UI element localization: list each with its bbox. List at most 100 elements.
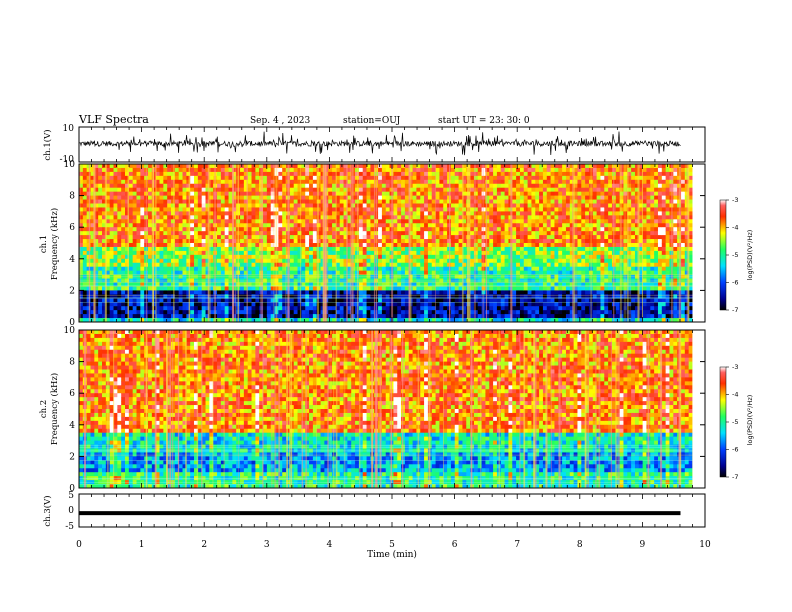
spectrogram-cell [385, 227, 390, 232]
spectrogram-cell [140, 318, 145, 323]
spectrogram-cell [240, 211, 245, 216]
spectrogram-cell [259, 286, 264, 291]
spectrogram-cell [117, 219, 122, 224]
spectrogram-cell [500, 235, 505, 240]
spectrogram-cell [94, 215, 99, 220]
spectrogram-cell [420, 203, 425, 208]
spectrogram-cell [539, 175, 544, 181]
spectrogram-cell [109, 167, 114, 173]
spectrogram-cell [378, 187, 383, 193]
spectrogram-cell [297, 211, 302, 216]
spectrogram-cell [450, 286, 456, 291]
spectrogram-cell [397, 183, 402, 189]
spectrogram-cell [224, 314, 229, 319]
spectrogram-cell [209, 243, 214, 248]
spectrogram-cell [209, 282, 214, 287]
spectrogram-cell [190, 314, 195, 319]
spectrogram-cell [416, 306, 421, 311]
spectrogram-cell [194, 286, 199, 291]
spectrogram-cell [278, 235, 283, 240]
spectrogram-cell [90, 282, 95, 287]
spectrogram-cell [470, 246, 475, 252]
spectrogram-cell [232, 215, 237, 220]
spectrogram-cell [408, 227, 413, 232]
spectrogram-cell [201, 175, 206, 181]
spectrogram-cell [255, 286, 260, 291]
spectrogram-cell [397, 203, 402, 208]
spectrogram-cell [424, 171, 429, 177]
spectrogram-cell [539, 211, 544, 216]
spectrogram-cell [427, 207, 433, 212]
spectrogram-cell [282, 227, 287, 232]
spectrogram-cell [240, 187, 245, 193]
spectrogram-cell [79, 179, 84, 185]
spectrogram-cell [431, 243, 436, 248]
spectrogram-cell [500, 262, 505, 268]
spectrogram-cell [171, 262, 176, 268]
spectrogram-cell [412, 187, 417, 193]
spectrogram-cell [82, 318, 88, 323]
spectrogram-cell [201, 246, 206, 252]
spectrogram-cell [355, 164, 360, 169]
spectrogram-cell [381, 199, 387, 204]
spectrogram-cell [224, 294, 229, 299]
spectrogram-cell [420, 239, 425, 244]
spectrogram-cell [347, 183, 352, 189]
spectrogram-cell [98, 306, 103, 311]
spectrogram-cell [194, 231, 199, 236]
spectrogram-cell [297, 219, 302, 224]
spectrogram-cell [424, 211, 429, 216]
spectrogram-cell [125, 215, 130, 220]
spectrogram-cell [220, 246, 226, 252]
spectrogram-cell [102, 199, 107, 204]
spectrogram-cell [443, 211, 448, 216]
spectrogram-cell [366, 179, 371, 185]
spectrogram-cell [535, 164, 540, 169]
spectrogram-cell [431, 270, 436, 275]
spectrogram-cell [385, 286, 390, 291]
spectrogram-cell [136, 306, 141, 311]
spectrogram-cell [458, 199, 463, 204]
spectrogram-cell [194, 164, 199, 169]
spectrogram-cell [121, 199, 126, 204]
spectrogram-cell [339, 278, 344, 283]
spectrogram-cell [362, 314, 367, 319]
spectrogram-cell [190, 167, 195, 173]
spectrogram-cell [297, 286, 302, 291]
spectrogram-cell [255, 223, 260, 228]
spectrogram-cell [98, 179, 103, 185]
spectrogram-cell [332, 195, 337, 200]
spectrogram-cell [362, 302, 367, 307]
spectrogram-cell [443, 164, 448, 169]
spectrogram-cell [420, 250, 425, 256]
spectrogram-cell [79, 215, 84, 220]
spectrogram-cell [102, 246, 107, 252]
spectrogram-cell [178, 294, 183, 299]
spectrogram-cell [140, 227, 145, 232]
spectrogram-cell [458, 239, 463, 244]
spectrogram-cell [408, 314, 413, 319]
spectrogram-cell [504, 175, 509, 181]
spectrogram-cell [339, 262, 344, 268]
spectrogram-cell [297, 302, 302, 307]
spectrogram-cell [121, 294, 126, 299]
spectrogram-cell [224, 175, 229, 181]
spectrogram-cell [435, 302, 440, 307]
spectrogram-cell [309, 203, 314, 208]
spectrogram-cell [454, 171, 459, 177]
spectrogram-cell [523, 310, 528, 315]
spectrogram-cell [378, 231, 383, 236]
spectrogram-cell [90, 183, 95, 189]
spectrogram-cell [401, 278, 406, 283]
spectrogram-cell [182, 282, 187, 287]
spectrogram-cell [232, 203, 237, 208]
spectrogram-cell [220, 302, 226, 307]
spectrogram-cell [493, 207, 498, 212]
spectrogram-cell [443, 231, 448, 236]
spectrogram-cell [232, 278, 237, 283]
spectrogram-cell [385, 195, 390, 200]
spectrogram-cell [542, 183, 548, 189]
spectrogram-cell [282, 211, 287, 216]
spectrogram-cell [301, 211, 306, 216]
spectrogram-cell [105, 294, 111, 299]
